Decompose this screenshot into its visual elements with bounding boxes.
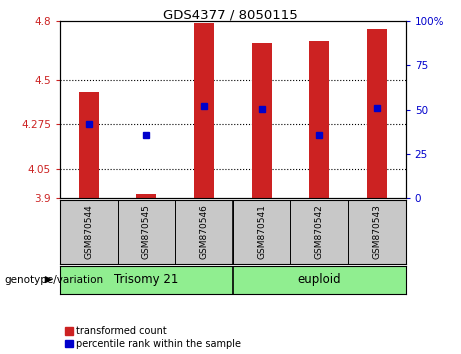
Text: GSM870543: GSM870543 xyxy=(372,204,381,259)
Text: genotype/variation: genotype/variation xyxy=(5,275,104,285)
Text: euploid: euploid xyxy=(297,273,341,286)
Text: GSM870545: GSM870545 xyxy=(142,204,151,259)
Bar xyxy=(367,29,387,198)
Text: GSM870542: GSM870542 xyxy=(315,205,324,259)
Text: GSM870546: GSM870546 xyxy=(200,204,208,259)
Legend: transformed count, percentile rank within the sample: transformed count, percentile rank withi… xyxy=(65,326,242,349)
Text: GDS4377 / 8050115: GDS4377 / 8050115 xyxy=(163,9,298,22)
Bar xyxy=(194,23,214,198)
Text: GSM870541: GSM870541 xyxy=(257,204,266,259)
Bar xyxy=(79,92,99,198)
Bar xyxy=(252,43,272,198)
Bar xyxy=(309,41,329,198)
Text: GSM870544: GSM870544 xyxy=(84,205,93,259)
Text: Trisomy 21: Trisomy 21 xyxy=(114,273,178,286)
Bar xyxy=(136,194,156,198)
